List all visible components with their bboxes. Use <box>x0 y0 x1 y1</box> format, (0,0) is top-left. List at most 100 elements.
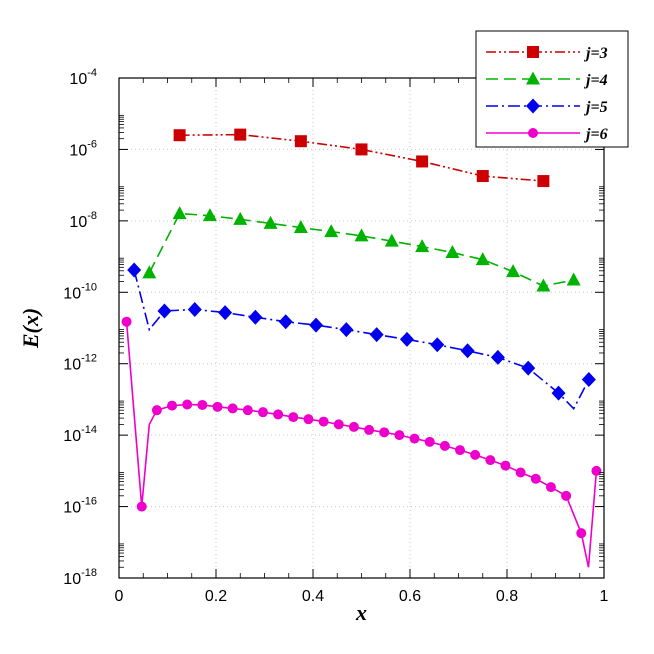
x-tick-label: 1 <box>600 588 609 605</box>
data-point <box>288 412 299 423</box>
y-tick-exponent: -8 <box>87 210 97 222</box>
data-point <box>157 303 172 319</box>
y-tick-exponent: -4 <box>87 67 97 79</box>
data-point <box>182 399 193 410</box>
data-point <box>475 252 490 266</box>
legend-label: j=3 <box>583 45 608 62</box>
y-tick-exponent: -6 <box>87 138 97 150</box>
y-tick-exponent: -18 <box>81 567 97 579</box>
data-point <box>324 224 339 238</box>
legend-marker <box>527 46 539 58</box>
x-tick-label: 0.8 <box>496 588 518 605</box>
data-point <box>348 421 359 432</box>
data-point <box>394 430 405 441</box>
data-point <box>273 409 284 420</box>
y-tick-base: 10 <box>63 285 81 302</box>
data-point <box>506 264 521 278</box>
data-point <box>485 455 496 466</box>
data-point <box>121 316 132 327</box>
data-point <box>151 405 162 416</box>
data-point <box>415 239 430 253</box>
data-point <box>303 414 314 425</box>
data-point <box>455 445 466 456</box>
data-point <box>233 211 248 225</box>
data-point <box>248 309 263 325</box>
y-axis-title: E(x) <box>18 308 43 349</box>
legend-label: j=5 <box>583 99 608 116</box>
y-tick-label: 10-16 <box>63 496 97 517</box>
y-tick-label: 10-4 <box>69 67 97 88</box>
data-point <box>309 317 324 333</box>
series-line <box>133 269 590 411</box>
y-tick-label: 10-14 <box>63 424 97 445</box>
data-point <box>339 322 354 338</box>
data-point <box>187 301 202 317</box>
data-point <box>212 401 223 412</box>
data-point <box>294 135 307 148</box>
data-point <box>561 490 572 501</box>
data-point <box>242 405 253 416</box>
data-point <box>566 272 581 286</box>
data-point <box>536 278 551 292</box>
y-tick-base: 10 <box>69 214 87 231</box>
data-point <box>355 143 368 156</box>
data-point <box>263 215 278 229</box>
data-point <box>278 314 293 330</box>
data-point <box>551 385 566 401</box>
data-point <box>369 327 384 343</box>
data-point <box>127 262 142 278</box>
y-tick-base: 10 <box>63 500 81 517</box>
x-axis-title: x <box>355 600 367 625</box>
legend-marker <box>528 128 538 138</box>
series-2 <box>142 206 581 292</box>
data-point <box>576 528 587 539</box>
y-tick-exponent: -12 <box>81 353 97 365</box>
data-point <box>515 467 526 478</box>
data-point <box>227 403 238 414</box>
data-point <box>173 129 186 142</box>
data-point <box>537 175 550 188</box>
y-tick-label: 10-10 <box>63 281 97 302</box>
y-tick-base: 10 <box>69 71 87 88</box>
data-point <box>521 360 536 376</box>
data-point <box>591 465 602 476</box>
legend: j=3 j=4 j=5 j=6 <box>475 30 629 148</box>
y-tick-base: 10 <box>63 357 81 374</box>
x-tick-label: 0.6 <box>399 588 421 605</box>
data-point <box>318 416 329 427</box>
data-point <box>581 372 596 388</box>
y-tick-label: 10-8 <box>69 210 97 231</box>
data-point <box>197 399 208 410</box>
series-4 <box>121 316 602 568</box>
data-point <box>379 427 390 438</box>
x-tick-label: 0.2 <box>205 588 227 605</box>
legend-label: j=4 <box>583 72 608 89</box>
series-3 <box>127 262 596 411</box>
data-point <box>399 331 414 347</box>
y-tick-label: 10-12 <box>63 353 97 374</box>
data-point <box>167 400 178 411</box>
data-point <box>490 349 505 365</box>
data-point <box>416 155 429 168</box>
data-point <box>142 265 157 279</box>
data-point <box>530 473 541 484</box>
data-point <box>430 337 445 353</box>
y-tick-base: 10 <box>63 428 81 445</box>
series-1 <box>173 128 550 188</box>
legend-label: j=6 <box>583 126 608 143</box>
data-point <box>470 449 481 460</box>
y-tick-label: 10-18 <box>63 567 97 588</box>
data-point <box>476 170 489 183</box>
y-tick-exponent: -16 <box>81 496 97 508</box>
y-tick-exponent: -10 <box>81 281 97 293</box>
data-point <box>293 220 308 234</box>
data-point <box>333 419 344 430</box>
y-tick-base: 10 <box>69 142 87 159</box>
data-point <box>545 482 556 493</box>
data-point <box>500 460 511 471</box>
legend-box <box>475 30 629 148</box>
x-tick-label: 0.4 <box>302 588 324 605</box>
data-point <box>172 206 187 220</box>
data-point <box>439 440 450 451</box>
